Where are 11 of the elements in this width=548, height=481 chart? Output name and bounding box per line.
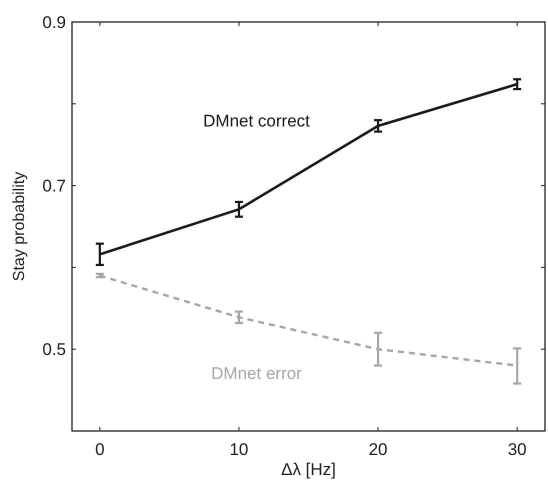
series-label: DMnet correct: [203, 111, 310, 130]
series-label: DMnet error: [211, 364, 302, 384]
x-tick-label: 20: [368, 440, 388, 459]
x-tick-label: 0: [95, 440, 105, 459]
x-tick-label: 30: [508, 440, 527, 459]
y-axis-title: Stay probability: [11, 172, 28, 282]
y-tick-label: 0.9: [42, 13, 66, 32]
x-tick-label: 10: [229, 440, 248, 459]
x-axis-title: Δλ [Hz]: [281, 460, 336, 479]
y-tick-label: 0.7: [42, 176, 66, 196]
y-tick-label: 0.5: [42, 340, 66, 360]
